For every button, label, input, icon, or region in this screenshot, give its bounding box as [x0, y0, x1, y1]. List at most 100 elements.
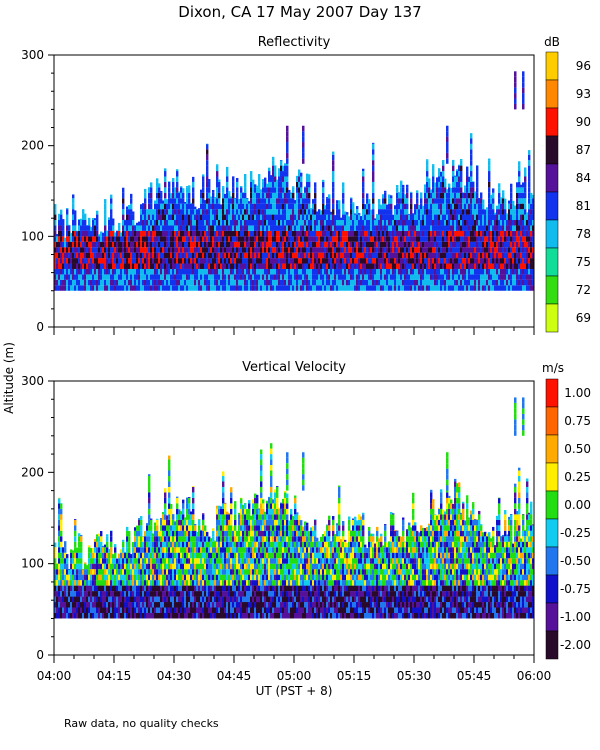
heatmap-cell: [198, 214, 201, 221]
heatmap-cell: [452, 209, 455, 215]
heatmap-cell: [238, 279, 241, 286]
heatmap-cell: [328, 194, 331, 199]
heatmap-cell: [258, 241, 261, 248]
heatmap-cell: [296, 192, 299, 199]
heatmap-cell: [72, 198, 75, 204]
heatmap-cell: [98, 258, 101, 264]
heatmap-cell: [216, 236, 219, 242]
heatmap-cell: [480, 285, 483, 291]
heatmap-cell: [348, 220, 351, 226]
heatmap-cell: [72, 241, 75, 248]
heatmap-cell: [156, 209, 159, 215]
heatmap-cell: [398, 274, 401, 280]
heatmap-cell: [532, 236, 535, 242]
heatmap-cell: [186, 203, 189, 210]
heatmap-cell: [68, 285, 71, 291]
heatmap-cell: [416, 230, 419, 237]
heatmap-cell: [196, 268, 199, 275]
heatmap-cell: [122, 258, 125, 264]
heatmap-cell: [226, 241, 229, 248]
heatmap-cell: [290, 192, 293, 194]
heatmap-cell: [522, 285, 525, 291]
heatmap-cell: [210, 258, 213, 264]
heatmap-cell: [218, 187, 221, 193]
heatmap-cell: [308, 268, 311, 275]
heatmap-cell: [322, 279, 325, 286]
heatmap-cell: [214, 263, 217, 269]
heatmap-cell: [274, 176, 277, 182]
heatmap-cell: [74, 585, 77, 592]
heatmap-cell: [490, 241, 493, 248]
heatmap-column: [438, 168, 441, 291]
heatmap-cell: [388, 209, 391, 215]
heatmap-cell: [440, 252, 443, 259]
heatmap-cell: [84, 241, 87, 248]
heatmap-cell: [458, 209, 461, 215]
heatmap-cell: [350, 285, 353, 291]
heatmap-cell: [476, 192, 479, 199]
heatmap-cell: [172, 285, 175, 291]
heatmap-cell: [476, 171, 479, 177]
heatmap-cell: [148, 187, 151, 193]
heatmap-cell: [272, 225, 275, 231]
heatmap-cell: [82, 258, 85, 264]
heatmap-cell: [254, 258, 257, 264]
heatmap-cell: [144, 188, 147, 193]
heatmap-cell: [122, 241, 125, 248]
heatmap-cell: [340, 252, 343, 259]
heatmap-cell: [332, 225, 335, 231]
heatmap-cell: [68, 230, 71, 237]
heatmap-cell: [476, 198, 479, 204]
heatmap-cell: [350, 258, 353, 264]
heatmap-cell: [54, 569, 57, 575]
heatmap-cell: [418, 225, 421, 231]
heatmap-cell: [518, 274, 521, 280]
heatmap-cell: [390, 258, 393, 264]
heatmap-cell: [78, 252, 81, 259]
heatmap-cell: [480, 241, 483, 248]
heatmap-cell: [476, 252, 479, 259]
heatmap-cell: [350, 263, 353, 269]
heatmap-cell: [82, 569, 85, 575]
heatmap-cell: [110, 214, 113, 221]
heatmap-cell: [522, 241, 525, 248]
heatmap-cell: [70, 569, 73, 575]
heatmap-cell: [434, 274, 437, 280]
heatmap-cell: [260, 263, 263, 269]
heatmap-cell: [278, 285, 281, 291]
colorbar-label: 84: [576, 171, 591, 185]
heatmap-cell: [506, 258, 509, 264]
heatmap-cell: [464, 220, 467, 226]
heatmap-cell: [72, 279, 75, 286]
heatmap-column: [308, 174, 311, 291]
heatmap-cell: [308, 209, 311, 215]
heatmap-cell: [100, 263, 103, 269]
heatmap-cell: [378, 198, 381, 204]
heatmap-cell: [170, 252, 173, 259]
heatmap-cell: [84, 252, 87, 259]
heatmap-cell: [458, 241, 461, 248]
heatmap-cell: [452, 274, 455, 280]
heatmap-cell: [174, 274, 177, 280]
heatmap-cell: [374, 241, 377, 248]
heatmap-cell: [350, 220, 353, 226]
colorbar-label: 75: [576, 255, 591, 269]
heatmap-cell: [260, 274, 263, 280]
heatmap-cell: [126, 214, 129, 221]
heatmap-cell: [424, 241, 427, 248]
heatmap-cell: [414, 241, 417, 248]
heatmap-cell: [296, 230, 299, 237]
heatmap-cell: [66, 591, 69, 597]
heatmap-cell: [414, 225, 417, 231]
heatmap-cell: [270, 247, 273, 253]
heatmap-cell: [364, 214, 367, 221]
heatmap-cell: [438, 198, 441, 204]
heatmap-cell: [110, 268, 113, 275]
heatmap-cell: [208, 209, 211, 215]
heatmap-cell: [78, 258, 81, 264]
heatmap-cell: [476, 165, 479, 172]
heatmap-cell: [202, 181, 205, 188]
heatmap-cell: [274, 181, 277, 188]
heatmap-cell: [274, 241, 277, 248]
heatmap-cell: [176, 285, 179, 291]
